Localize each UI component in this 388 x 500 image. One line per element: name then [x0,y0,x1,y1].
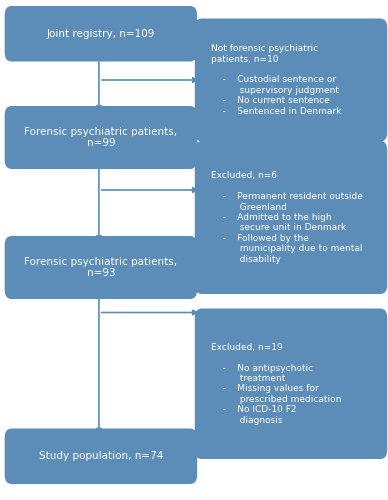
FancyBboxPatch shape [195,308,387,459]
Text: Forensic psychiatric patients,
n=99: Forensic psychiatric patients, n=99 [24,126,177,148]
Text: Excluded, n=6

    -    Permanent resident outside
          Greenland
    -    : Excluded, n=6 - Permanent resident outsi… [211,172,363,264]
Text: Excluded, n=19

    -    No antipsychotic
          treatment
    -    Missing v: Excluded, n=19 - No antipsychotic treatm… [211,343,342,424]
FancyBboxPatch shape [195,141,387,294]
Text: Joint registry, n=109: Joint registry, n=109 [47,28,155,39]
Text: Study population, n=74: Study population, n=74 [39,451,163,461]
Text: Not forensic psychiatric
patients, n=10

    -    Custodial sentence or
        : Not forensic psychiatric patients, n=10 … [211,44,342,116]
FancyBboxPatch shape [5,236,197,299]
FancyBboxPatch shape [5,428,197,484]
FancyBboxPatch shape [195,18,387,142]
Text: Forensic psychiatric patients,
n=93: Forensic psychiatric patients, n=93 [24,256,177,278]
FancyBboxPatch shape [5,6,197,62]
FancyBboxPatch shape [5,106,197,169]
